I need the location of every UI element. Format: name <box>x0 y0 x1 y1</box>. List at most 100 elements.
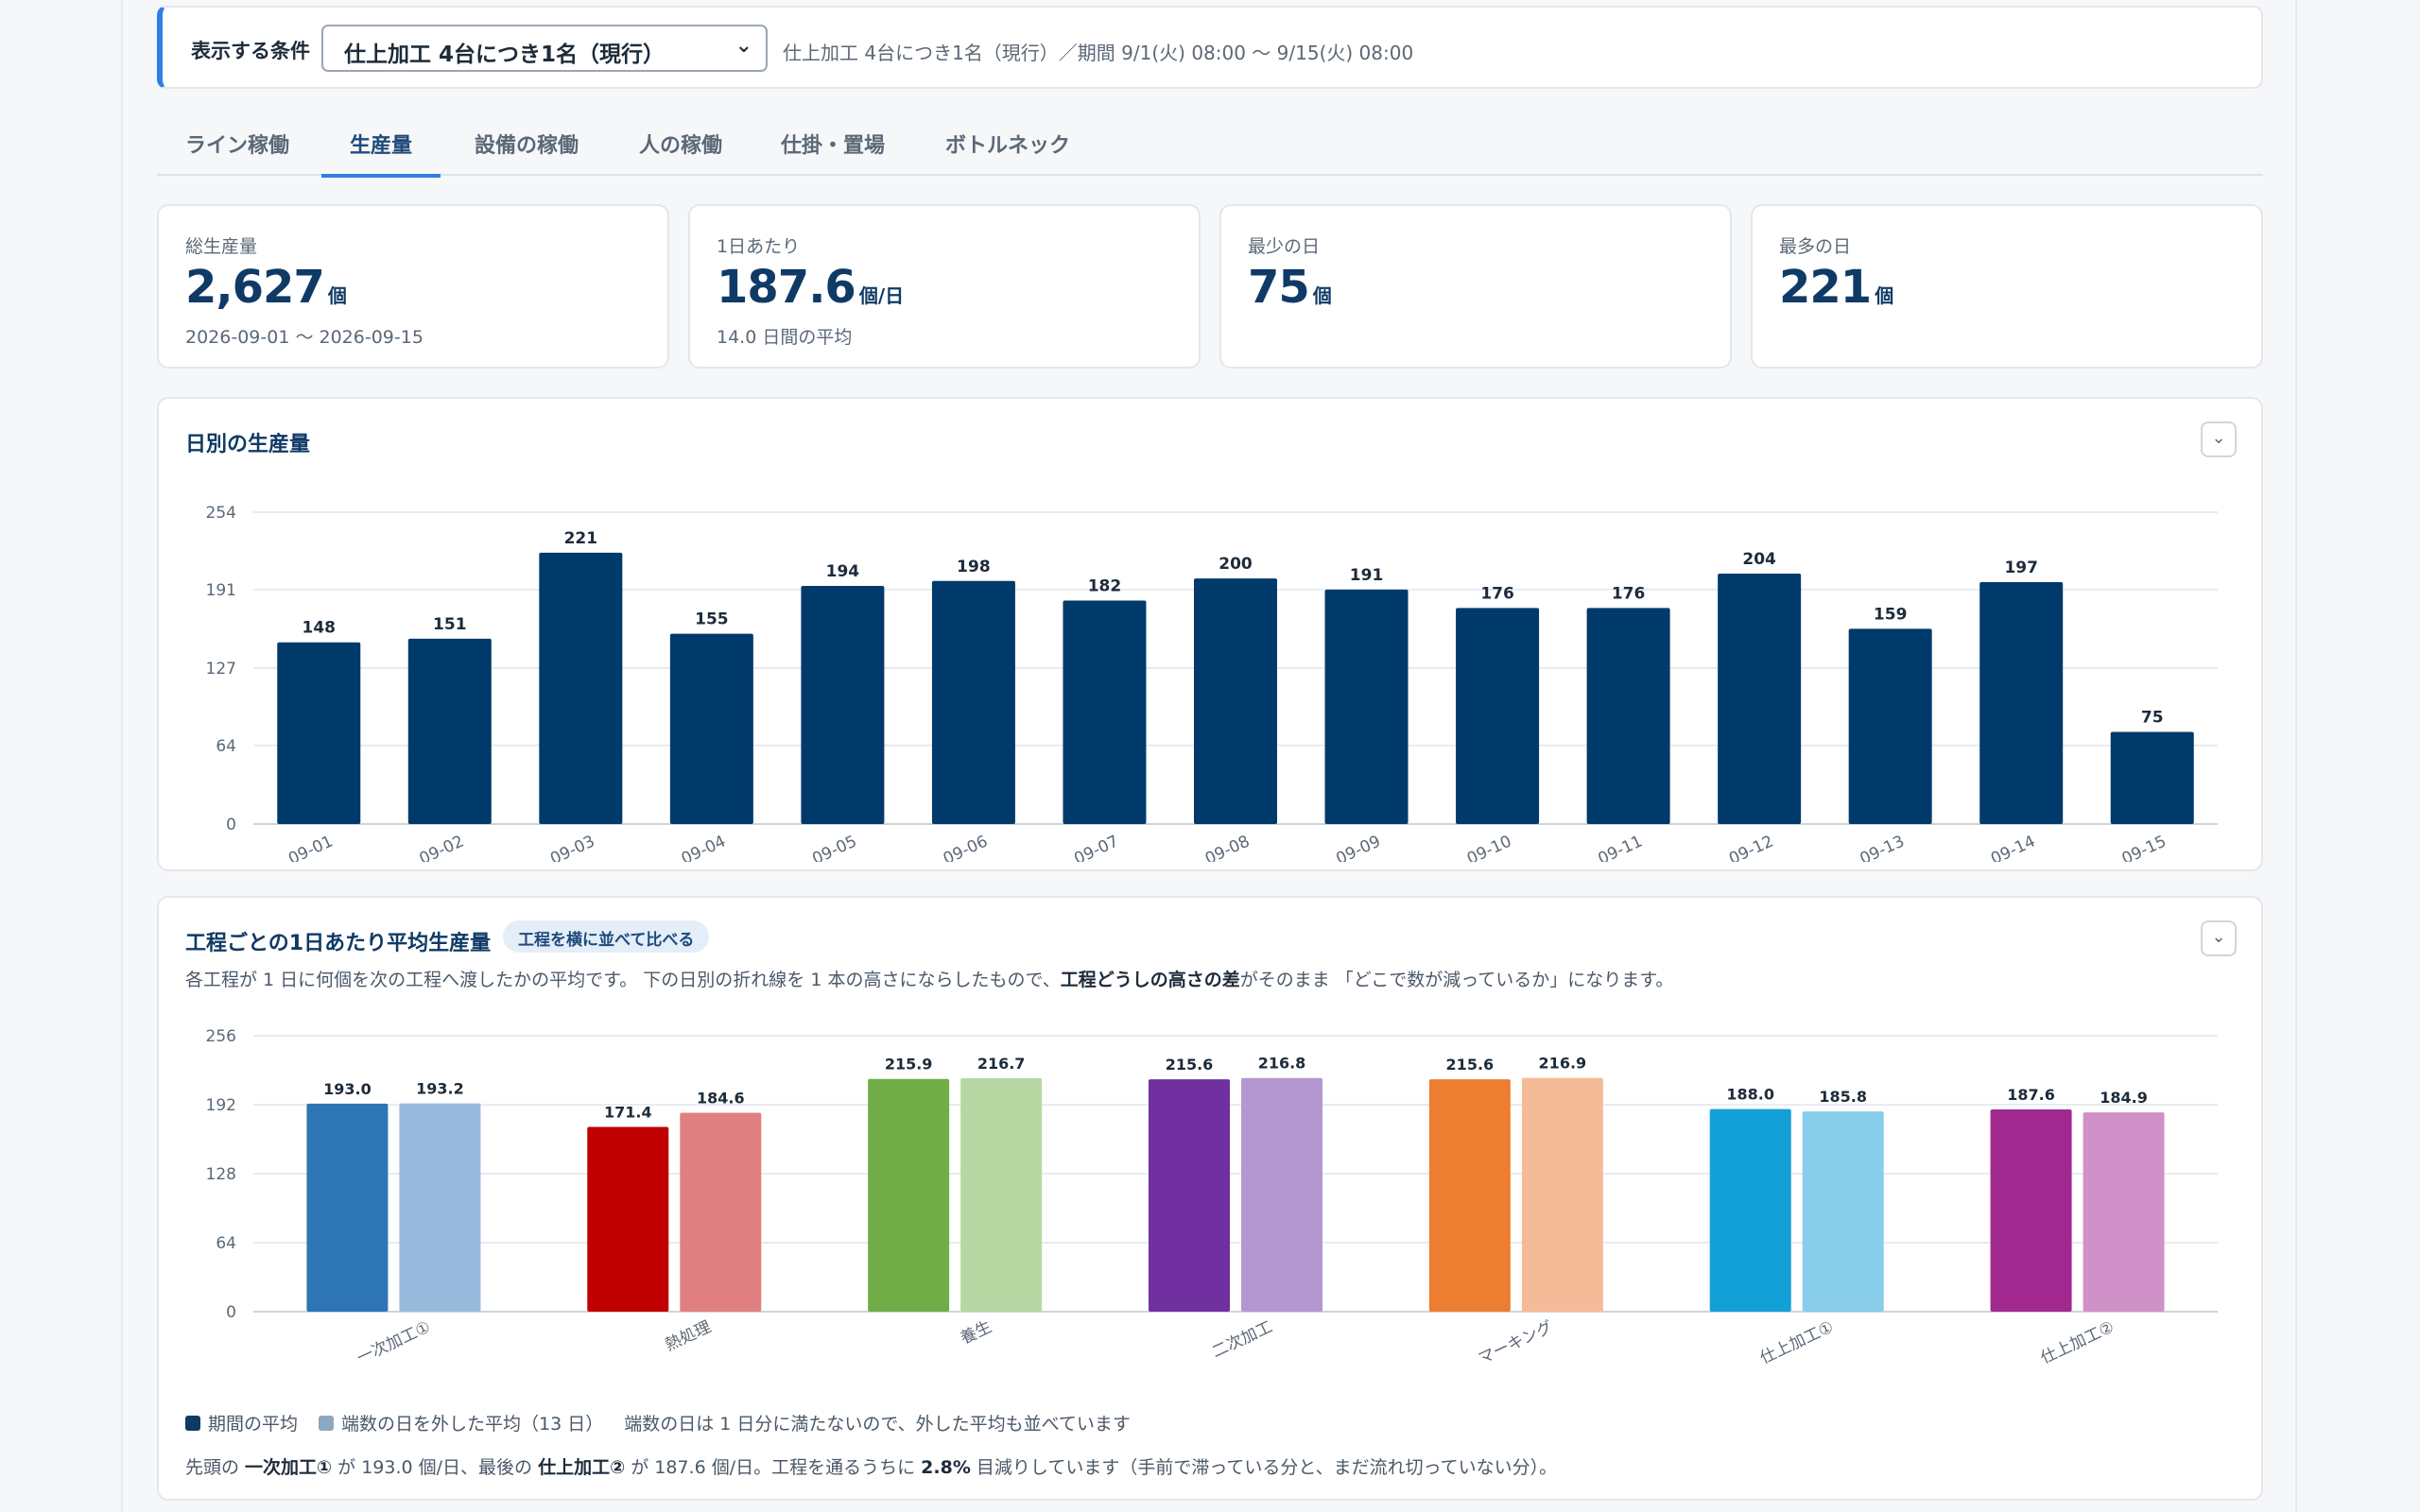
bar-value-label: 193.0 <box>323 1080 372 1098</box>
x-tick-label: 09-09 <box>1333 832 1383 862</box>
tab-wip[interactable]: 仕掛・置場 <box>781 134 886 158</box>
bar-value-label: 221 <box>564 529 598 548</box>
daily-production-chart: 0 64 127 191 254 148 09-01 151 09-02 221 09-03 155 0… <box>206 504 2218 862</box>
panel-description: 各工程が 1 日に何個を次の工程へ渡したかの平均です。 下の日別の折れ線を 1 … <box>185 970 1674 990</box>
bar <box>1848 628 1932 824</box>
tab-production[interactable]: 生産量 <box>320 129 441 178</box>
bar-value-label: 171.4 <box>604 1103 652 1121</box>
bar-value-label: 200 <box>1219 555 1253 574</box>
chevron-down-icon[interactable]: ⌄ <box>2201 920 2237 956</box>
kpi-sub: 2026-09-01 〜 2026-09-15 <box>185 327 424 348</box>
x-tick-label: 09-12 <box>1726 832 1776 862</box>
y-tick-label: 127 <box>206 660 236 679</box>
condition-description: 仕上加工 4台につき1名（現行）／期間 9/1(火) 08:00 〜 9/15(… <box>783 42 1414 64</box>
bar-value-label: 197 <box>2004 558 2038 577</box>
tab-bar: ライン稼働 生産量 設備の稼働 人の稼働 仕掛・置場 ボトルネック <box>157 121 2263 178</box>
bar-value-label: 215.6 <box>1446 1056 1495 1074</box>
summary-text: 先頭の 一次加工① が 193.0 個/日、最後の 仕上加工② が 187.6 … <box>185 1457 1558 1478</box>
x-tick-label: 09-05 <box>809 832 859 862</box>
x-tick-label: 09-14 <box>1988 832 2038 862</box>
bar <box>1709 1108 1791 1312</box>
bar <box>1979 582 2064 824</box>
process-average-panel: 工程ごとの1日あたり平均生産量 工程を横に並べて比べる ⌄ 各工程が 1 日に何… <box>157 896 2263 1501</box>
tab-line-operation[interactable]: ライン稼働 <box>185 134 290 158</box>
condition-select-value: 仕上加工 4台につき1名（現行） <box>344 43 666 67</box>
kpi-sub: 14.0 日間の平均 <box>717 327 853 348</box>
x-tick-label: 09-04 <box>679 832 729 862</box>
x-tick-label: 09-01 <box>285 832 336 862</box>
bar <box>399 1103 481 1312</box>
chevron-down-icon: ⌄ <box>735 34 752 58</box>
kpi-value: 221 個 <box>1779 261 1894 314</box>
bar-value-label: 182 <box>1088 577 1122 596</box>
legend-item-period: 期間の平均 <box>185 1410 298 1435</box>
bar <box>801 585 885 824</box>
bar-value-label: 198 <box>957 558 991 576</box>
x-tick-label: 09-11 <box>1595 832 1645 862</box>
panel-title: 日別の生産量 <box>185 433 311 456</box>
bar-value-label: 191 <box>1350 566 1384 585</box>
daily-production-panel: 日別の生産量 ⌄ 0 64 127 191 254 148 09-01 151 09-02 221… <box>157 397 2263 871</box>
bar <box>1149 1079 1230 1312</box>
x-tick-label: 09-15 <box>2119 832 2169 862</box>
y-tick-label: 254 <box>206 504 236 523</box>
legend-item-trimmed: 端数の日を外した平均（13 日） <box>319 1410 603 1435</box>
bar <box>1718 573 1802 824</box>
kpi-value: 75 個 <box>1248 261 1332 314</box>
kpi-per-day: 1日あたり 187.6 個/日 14.0 日間の平均 <box>688 204 1201 369</box>
kpi-max-day: 最多の日 221 個 <box>1751 204 2263 369</box>
tab-people[interactable]: 人の稼働 <box>639 134 723 158</box>
bar-value-label: 215.6 <box>1166 1056 1214 1074</box>
x-tick-label: マーキング <box>1476 1317 1556 1368</box>
y-tick-label: 0 <box>226 816 236 834</box>
bar <box>1802 1111 1884 1312</box>
bar <box>1990 1109 2072 1312</box>
x-tick-label: 養生 <box>958 1317 994 1348</box>
x-tick-label: 二次加工 <box>1209 1317 1275 1362</box>
bar-value-label: 216.8 <box>1258 1055 1306 1073</box>
kpi-label: 総生産量 <box>185 236 258 257</box>
x-tick-label: 09-02 <box>417 832 467 862</box>
y-tick-label: 256 <box>206 1027 236 1046</box>
bar <box>1063 600 1147 824</box>
y-tick-label: 128 <box>206 1165 236 1184</box>
x-tick-label: 仕上加工① <box>1757 1317 1837 1367</box>
process-average-chart: 0 64 128 192 256 193.0 193.2 一次加工① 171.4 184.6 熱処理… <box>206 1027 2218 1368</box>
tab-bottleneck[interactable]: ボトルネック <box>945 134 1071 158</box>
bar <box>587 1126 669 1312</box>
x-tick-label: 熱処理 <box>663 1317 715 1355</box>
y-tick-label: 191 <box>206 581 236 600</box>
bar <box>669 633 753 824</box>
legend-note: 端数の日は 1 日分に満たないので、外した平均も並べています <box>624 1414 1131 1435</box>
bar-value-label: 184.9 <box>2100 1089 2148 1107</box>
bar-value-label: 176 <box>1480 584 1514 603</box>
chevron-down-icon[interactable]: ⌄ <box>2201 421 2237 457</box>
bar <box>1194 578 1277 824</box>
y-tick-label: 0 <box>226 1303 236 1322</box>
x-tick-label: 一次加工① <box>354 1317 434 1367</box>
bar <box>539 552 623 824</box>
bar-value-label: 159 <box>1874 605 1908 624</box>
chart-legend: 期間の平均 端数の日を外した平均（13 日） 端数の日は 1 日分に満たないので… <box>185 1410 1151 1435</box>
condition-select[interactable]: 仕上加工 4台につき1名（現行） ⌄ <box>321 25 768 72</box>
bar-value-label: 185.8 <box>1819 1088 1867 1106</box>
bar-value-label: 194 <box>826 562 860 581</box>
bar-value-label: 184.6 <box>697 1089 745 1107</box>
bar-value-label: 216.9 <box>1539 1055 1587 1073</box>
kpi-value: 187.6 個/日 <box>717 261 905 314</box>
bar <box>277 642 361 824</box>
tab-equipment[interactable]: 設備の稼働 <box>475 134 579 158</box>
bar-value-label: 215.9 <box>885 1056 933 1074</box>
bar-value-label: 148 <box>302 619 337 638</box>
x-tick-label: 09-03 <box>547 832 597 862</box>
bar <box>1456 608 1540 824</box>
bar <box>680 1112 762 1312</box>
bar-value-label: 151 <box>433 615 467 634</box>
x-tick-label: 仕上加工② <box>2038 1317 2118 1367</box>
kpi-label: 1日あたり <box>717 236 801 257</box>
x-tick-label: 09-06 <box>941 832 991 862</box>
x-tick-label: 09-07 <box>1071 832 1121 862</box>
x-tick-label: 09-10 <box>1464 832 1514 862</box>
bar-value-label: 193.2 <box>416 1080 464 1098</box>
bar <box>868 1078 950 1312</box>
